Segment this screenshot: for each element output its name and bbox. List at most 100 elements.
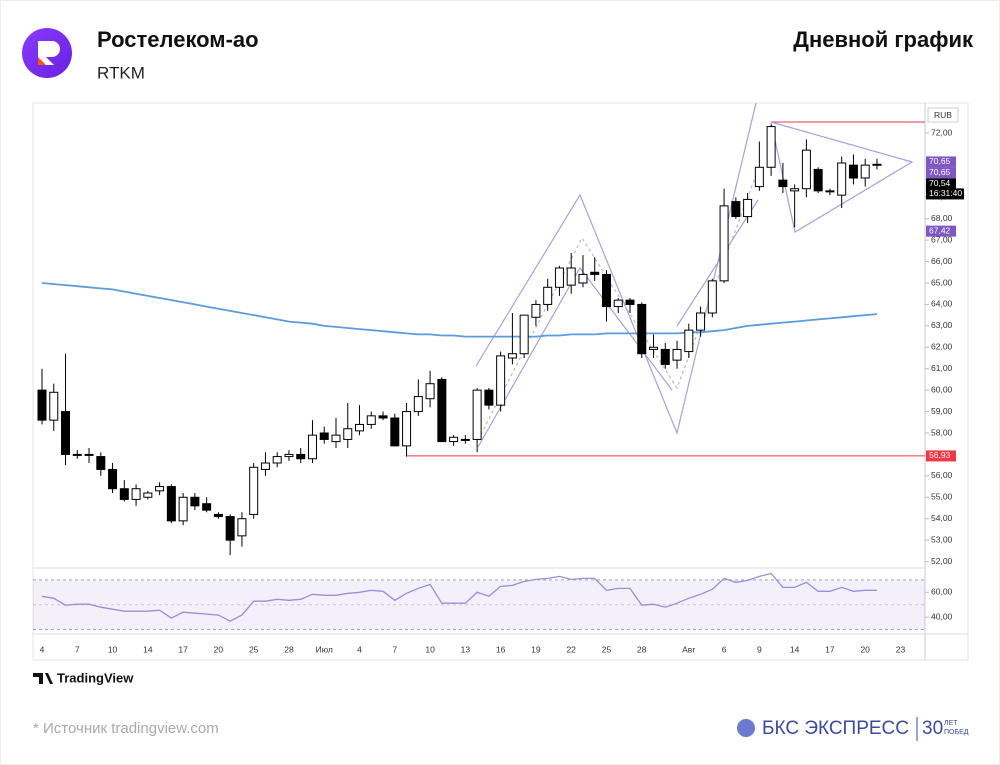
candle-body bbox=[554, 267, 564, 288]
y-tick-label: 68,00 bbox=[931, 213, 953, 223]
x-tick-label: 7 bbox=[75, 644, 80, 654]
candle-body bbox=[660, 348, 670, 365]
candle-body bbox=[202, 503, 212, 511]
x-tick-label: 16 bbox=[496, 644, 506, 654]
candle-body bbox=[460, 438, 470, 441]
candle-body bbox=[213, 513, 223, 518]
x-tick-label: 7 bbox=[392, 644, 397, 654]
currency-box bbox=[927, 107, 959, 123]
ma-line bbox=[41, 282, 878, 338]
candle-body bbox=[684, 329, 694, 353]
candle-body bbox=[131, 488, 141, 500]
brand: БКС ЭКСПРЕСС bbox=[762, 718, 909, 739]
y-tick-label: 52,00 bbox=[931, 556, 953, 566]
y-tick-label: 59,00 bbox=[931, 406, 953, 416]
y-tick-label: 72,00 bbox=[931, 127, 953, 137]
price-badge-label: 67,42 bbox=[929, 225, 951, 235]
candle-body bbox=[143, 492, 153, 498]
price-badge-label: 70,65 bbox=[929, 167, 951, 177]
candle-body bbox=[566, 267, 576, 286]
price-badge bbox=[926, 450, 956, 462]
y-tick-label: 61,00 bbox=[931, 363, 953, 373]
candle-body bbox=[425, 383, 435, 400]
x-tick-label: 9 bbox=[757, 644, 762, 654]
candle-body bbox=[72, 453, 82, 456]
x-tick-label: 17 bbox=[825, 644, 835, 654]
candle-body bbox=[61, 411, 71, 455]
candle-body bbox=[766, 126, 776, 168]
x-tick-label: 20 bbox=[214, 644, 224, 654]
x-tick-label: 28 bbox=[284, 644, 294, 654]
candle-body bbox=[754, 166, 764, 188]
y-tick-label: 60,00 bbox=[931, 384, 953, 394]
y-tick-label: 58,00 bbox=[931, 427, 953, 437]
source: * Источник tradingview.com bbox=[33, 720, 219, 737]
candle-body bbox=[613, 299, 623, 308]
plot: RUB 72,0069,0068,0067,0066,0065,0064,006… bbox=[32, 102, 969, 661]
y-tick-label: 67,00 bbox=[931, 234, 953, 244]
footer: TradingView * Источник tradingview.com Б… bbox=[33, 670, 969, 741]
candle-body bbox=[649, 346, 659, 350]
candle-body bbox=[837, 162, 847, 196]
candle-body bbox=[696, 312, 706, 331]
y-tick-label: 66,00 bbox=[931, 256, 953, 266]
candle-body bbox=[625, 299, 635, 305]
x-tick-label: 14 bbox=[143, 644, 153, 654]
y-tick-label: 64,00 bbox=[931, 299, 953, 309]
candle-body bbox=[37, 389, 47, 421]
y-tick-label: 55,00 bbox=[931, 492, 953, 502]
candle-body bbox=[378, 415, 388, 419]
candle-body bbox=[225, 516, 235, 541]
y-tick-label: 63,00 bbox=[931, 320, 953, 330]
badge-text: ПОБЕД bbox=[944, 729, 969, 736]
candle-body bbox=[237, 518, 247, 537]
y-tick-label: 56,00 bbox=[931, 470, 953, 480]
candle-body bbox=[507, 353, 517, 359]
candle-body bbox=[801, 149, 811, 190]
price-badge bbox=[926, 225, 956, 237]
candle-body bbox=[601, 273, 611, 308]
tv-logo bbox=[33, 673, 53, 684]
price-badge-label: 70,54 bbox=[929, 178, 951, 188]
candle-body bbox=[166, 486, 176, 522]
candle-body bbox=[155, 486, 165, 492]
candle-body bbox=[731, 201, 741, 218]
badge: 30 bbox=[922, 718, 943, 739]
candle-body bbox=[790, 188, 800, 192]
platform: TradingView bbox=[57, 670, 134, 685]
candle-body bbox=[260, 462, 270, 470]
candle-body bbox=[860, 164, 870, 179]
price-badge-label: 56,93 bbox=[929, 450, 951, 460]
rsi-band bbox=[33, 579, 925, 630]
candle-body bbox=[637, 303, 647, 355]
candle-body bbox=[484, 389, 494, 406]
candle-body bbox=[825, 190, 835, 193]
candle-body bbox=[531, 303, 541, 318]
price-badge bbox=[926, 178, 956, 190]
candle-body bbox=[472, 389, 482, 440]
candle-body bbox=[307, 434, 317, 460]
x-tick-label: 4 bbox=[40, 644, 45, 654]
x-tick-label: 6 bbox=[722, 644, 727, 654]
badge-text: ЛЕТ bbox=[944, 720, 958, 727]
x-tick-label: 20 bbox=[860, 644, 870, 654]
candle-body bbox=[519, 314, 529, 355]
candle-body bbox=[743, 198, 753, 218]
x-tick-label: 23 bbox=[896, 644, 906, 654]
candle-body bbox=[778, 179, 788, 188]
pattern-inner bbox=[676, 199, 759, 327]
logo-accent bbox=[38, 57, 46, 65]
x-tick-label: 14 bbox=[790, 644, 800, 654]
candle-body bbox=[672, 348, 682, 361]
candle-body bbox=[119, 488, 129, 500]
time-label: 16:31:40 bbox=[929, 188, 962, 198]
candle-body bbox=[355, 423, 365, 432]
x-tick-label: Авг bbox=[682, 644, 695, 654]
rsi-tick-label: 40,00 bbox=[931, 611, 953, 621]
candle-body bbox=[343, 428, 353, 440]
x-tick-label: 25 bbox=[602, 644, 612, 654]
x-tick-label: 17 bbox=[178, 644, 188, 654]
x-tick-label: 28 bbox=[637, 644, 647, 654]
x-tick-label: 22 bbox=[566, 644, 576, 654]
price-badge-label: 70,65 bbox=[929, 156, 951, 166]
